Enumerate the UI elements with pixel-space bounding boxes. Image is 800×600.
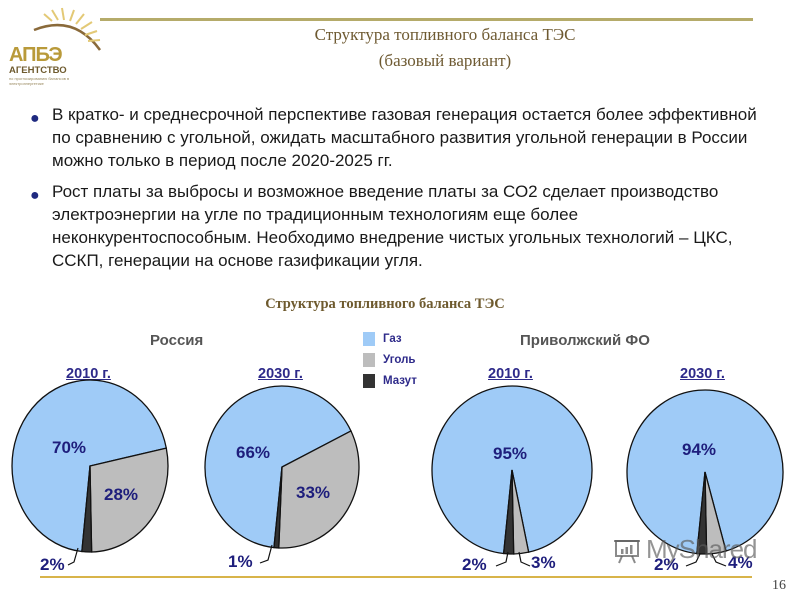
pie-label-gas: 95%: [493, 444, 528, 463]
watermark-text: MyShared: [646, 534, 757, 564]
bullet-item: ● В кратко- и среднесрочной перспективе …: [30, 103, 770, 172]
footer-rule: [40, 576, 752, 578]
pie-label-coal: 28%: [104, 485, 139, 504]
legend-label: Уголь: [383, 353, 416, 366]
bullet-text: Рост платы за выбросы и возможное введен…: [52, 182, 733, 270]
pie-label-fuel-oil: 2%: [40, 555, 65, 574]
chart-title: Структура топливного баланса ТЭС: [265, 296, 505, 312]
page-number: 16: [772, 578, 786, 593]
region-label-privolzhsky: Приволжский ФО: [520, 332, 650, 349]
pie-slice-gas: [11, 379, 168, 553]
pie-slice-fuel-oil: [273, 466, 283, 549]
year-label: 2010 г.: [488, 366, 533, 382]
logo-sun-icon: [33, 7, 102, 51]
chart-legend: Газ Уголь Мазут: [363, 328, 417, 391]
logo-name: АГЕНТСТВО: [9, 65, 67, 76]
pie-label-coal: 3%: [531, 553, 556, 572]
pie-slice-gas: [431, 385, 593, 555]
title-line-1: Структура топливного баланса ТЭС: [314, 25, 576, 44]
label-leader-line: [685, 553, 701, 567]
logo-tagline: по прогнозированию балансов в электроэне…: [9, 76, 70, 86]
label-leader-line: [495, 551, 509, 567]
pie-slice-fuel-oil: [81, 465, 93, 553]
label-leader-line: [518, 551, 531, 567]
pie-label-fuel-oil: 1%: [228, 552, 253, 571]
legend-item-coal: Уголь: [363, 349, 417, 370]
logo-abbrev: АПБЭ: [9, 44, 63, 66]
legend-item-fuel-oil: Мазут: [363, 370, 417, 391]
presentation-board-icon: [614, 540, 640, 564]
pie-slice-fuel-oil: [502, 469, 515, 555]
pie-slice-coal: [89, 447, 169, 553]
region-label-russia: Россия: [150, 332, 204, 349]
year-label: 2030 г.: [258, 366, 303, 382]
label-leader-line: [67, 547, 79, 566]
pie-label-coal: 4%: [728, 553, 753, 572]
pie-slice-gas: [204, 385, 352, 549]
year-label: 2010 г.: [66, 366, 111, 382]
title-line-2: (базовый вариант): [378, 51, 512, 70]
label-leader-line: [711, 553, 727, 567]
pie-slice-gas: [626, 389, 784, 555]
header-rule: [100, 18, 753, 21]
pie-label-gas: 66%: [236, 443, 271, 462]
pie-slice-coal: [278, 430, 360, 549]
legend-swatch-coal: [363, 352, 375, 367]
bullet-item: ● Рост платы за выбросы и возможное введ…: [30, 180, 770, 272]
pie-label-coal: 33%: [296, 483, 331, 502]
legend-swatch-gas: [363, 331, 375, 346]
label-leader-line: [259, 544, 273, 564]
bullet-text: В кратко- и среднесрочной перспективе га…: [52, 105, 757, 170]
pie-label-gas: 94%: [682, 440, 717, 459]
pie-label-gas: 70%: [52, 438, 87, 457]
pie-label-fuel-oil: 2%: [462, 555, 487, 574]
year-label: 2030 г.: [680, 366, 725, 382]
pie-slice-fuel-oil: [696, 471, 708, 555]
slide-title: Структура топливного баланса ТЭС (базовы…: [200, 22, 690, 74]
legend-swatch-fuel-oil: [363, 373, 375, 388]
bullet-dot-icon: ●: [30, 187, 40, 204]
bullet-dot-icon: ●: [30, 110, 40, 127]
bullet-list: ● В кратко- и среднесрочной перспективе …: [30, 103, 770, 280]
legend-label: Мазут: [383, 374, 417, 387]
pie-label-fuel-oil: 2%: [654, 555, 679, 574]
legend-label: Газ: [383, 332, 402, 345]
legend-item-gas: Газ: [363, 328, 417, 349]
